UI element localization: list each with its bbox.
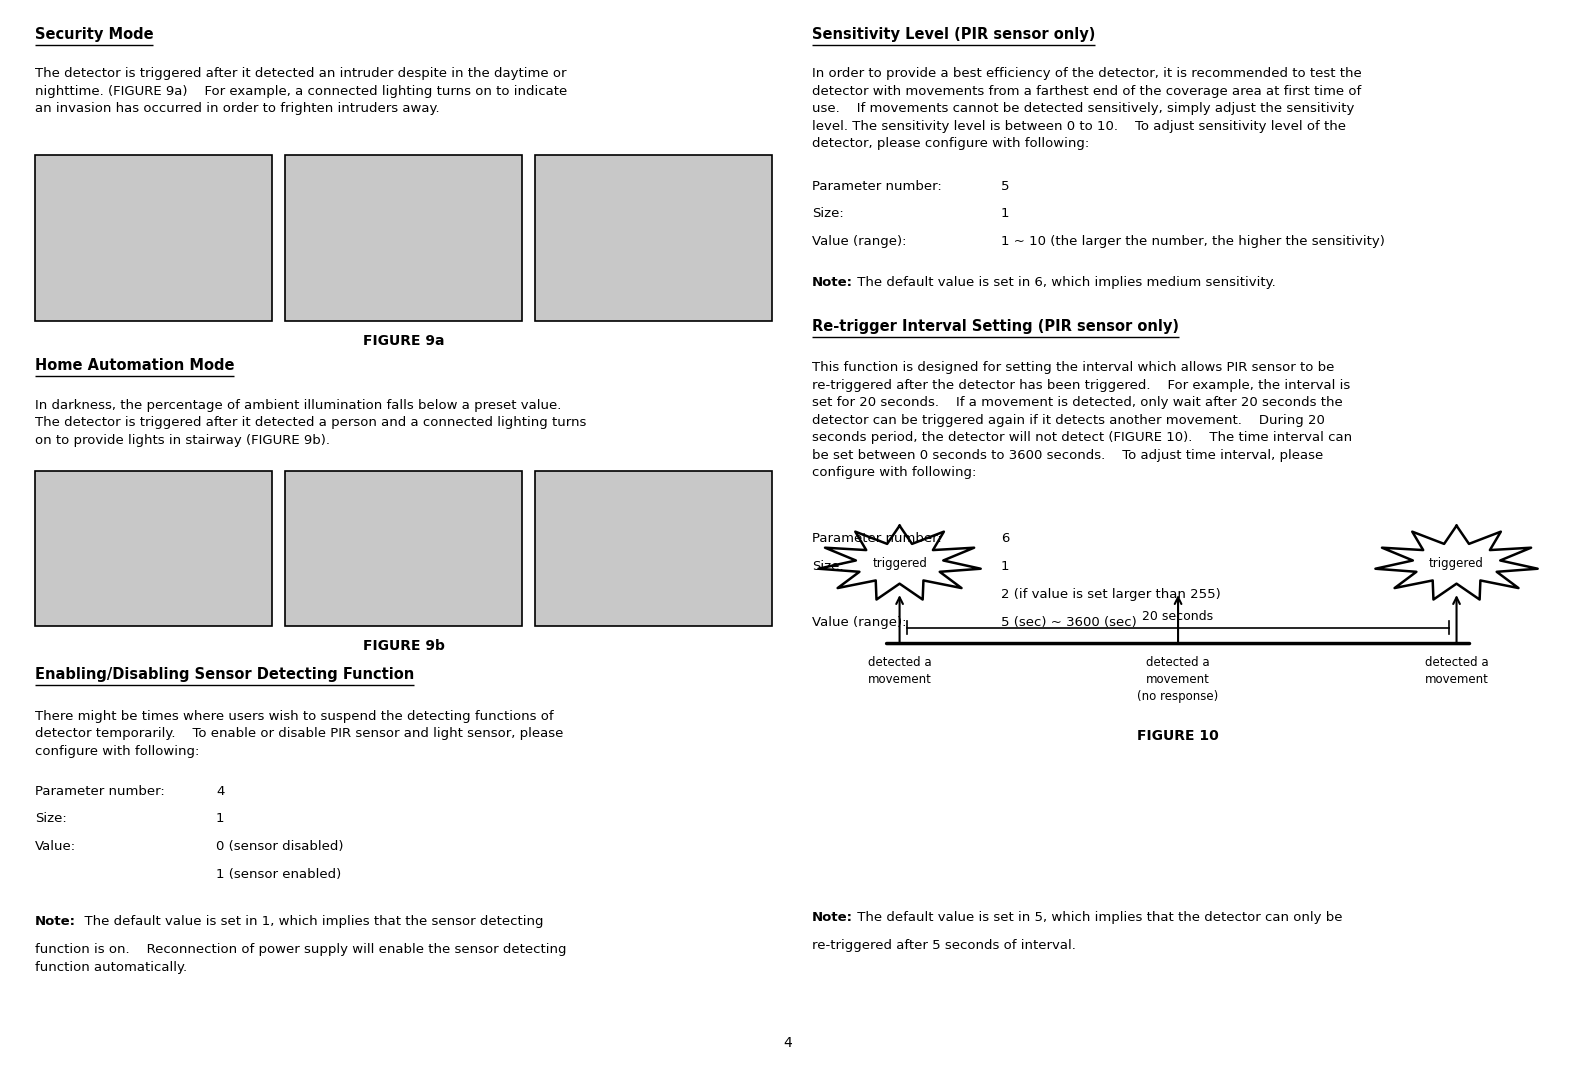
Polygon shape [1376, 526, 1538, 600]
Text: re-triggered after 5 seconds of interval.: re-triggered after 5 seconds of interval… [812, 939, 1075, 951]
Text: FIGURE 9b: FIGURE 9b [362, 639, 444, 653]
Text: Note:: Note: [35, 915, 76, 928]
Text: 20 seconds: 20 seconds [1143, 610, 1214, 623]
Text: Home Automation Mode: Home Automation Mode [35, 358, 235, 373]
Text: Security Mode: Security Mode [35, 27, 153, 42]
Text: Parameter number:: Parameter number: [812, 532, 941, 545]
Text: Re-trigger Interval Setting (PIR sensor only): Re-trigger Interval Setting (PIR sensor … [812, 319, 1179, 334]
Text: Value (range):: Value (range): [812, 235, 906, 248]
Text: 1 (sensor enabled): 1 (sensor enabled) [216, 868, 340, 881]
Bar [35, 471, 273, 626]
Text: In order to provide a best efficiency of the detector, it is recommended to test: In order to provide a best efficiency of… [812, 67, 1362, 151]
Text: triggered: triggered [1429, 557, 1485, 570]
Text: The detector is triggered after it detected an intruder despite in the daytime o: The detector is triggered after it detec… [35, 67, 567, 115]
Text: detected a
movement
(no response): detected a movement (no response) [1138, 656, 1218, 703]
Polygon shape [818, 526, 980, 600]
Text: Value:: Value: [35, 840, 76, 853]
Bar [285, 155, 522, 321]
Text: Size:: Size: [812, 207, 843, 220]
Bar [534, 155, 772, 321]
Text: detected a
movement: detected a movement [1425, 656, 1488, 686]
Text: Parameter number:: Parameter number: [35, 785, 164, 797]
Text: Size:: Size: [35, 812, 66, 825]
Text: function is on.    Reconnection of power supply will enable the sensor detecting: function is on. Reconnection of power su… [35, 943, 566, 974]
Text: triggered: triggered [872, 557, 927, 570]
Text: 0 (sensor disabled): 0 (sensor disabled) [216, 840, 344, 853]
Text: 6: 6 [1001, 532, 1009, 545]
Text: The default value is set in 5, which implies that the detector can only be: The default value is set in 5, which imp… [853, 911, 1343, 924]
Text: Size:: Size: [812, 560, 843, 573]
Text: 1 ~ 10 (the larger the number, the higher the sensitivity): 1 ~ 10 (the larger the number, the highe… [1001, 235, 1385, 248]
Text: 1: 1 [216, 812, 224, 825]
Text: detected a
movement: detected a movement [868, 656, 931, 686]
Text: 1: 1 [1001, 207, 1009, 220]
Text: Parameter number:: Parameter number: [812, 180, 941, 192]
Bar [534, 471, 772, 626]
Text: Enabling/Disabling Sensor Detecting Function: Enabling/Disabling Sensor Detecting Func… [35, 667, 414, 682]
Text: There might be times where users wish to suspend the detecting functions of
dete: There might be times where users wish to… [35, 710, 563, 758]
Text: FIGURE 10: FIGURE 10 [1138, 729, 1218, 743]
Text: FIGURE 9a: FIGURE 9a [362, 334, 444, 347]
Bar [35, 155, 273, 321]
Text: 1: 1 [1001, 560, 1009, 573]
Text: The default value is set in 1, which implies that the sensor detecting: The default value is set in 1, which imp… [76, 915, 544, 928]
Text: In darkness, the percentage of ambient illumination falls below a preset value.
: In darkness, the percentage of ambient i… [35, 399, 586, 447]
Text: Note:: Note: [812, 276, 853, 289]
Text: 4: 4 [783, 1036, 793, 1050]
Text: 5: 5 [1001, 180, 1009, 192]
Bar [285, 471, 522, 626]
Text: Sensitivity Level (PIR sensor only): Sensitivity Level (PIR sensor only) [812, 27, 1095, 42]
Text: The default value is set in 6, which implies medium sensitivity.: The default value is set in 6, which imp… [853, 276, 1275, 289]
Text: Note:: Note: [812, 911, 853, 924]
Text: 5 (sec) ~ 3600 (sec): 5 (sec) ~ 3600 (sec) [1001, 616, 1136, 629]
Text: Value (range):: Value (range): [812, 616, 906, 629]
Text: 2 (if value is set larger than 255): 2 (if value is set larger than 255) [1001, 588, 1220, 601]
Text: 4: 4 [216, 785, 224, 797]
Text: This function is designed for setting the interval which allows PIR sensor to be: This function is designed for setting th… [812, 361, 1352, 479]
